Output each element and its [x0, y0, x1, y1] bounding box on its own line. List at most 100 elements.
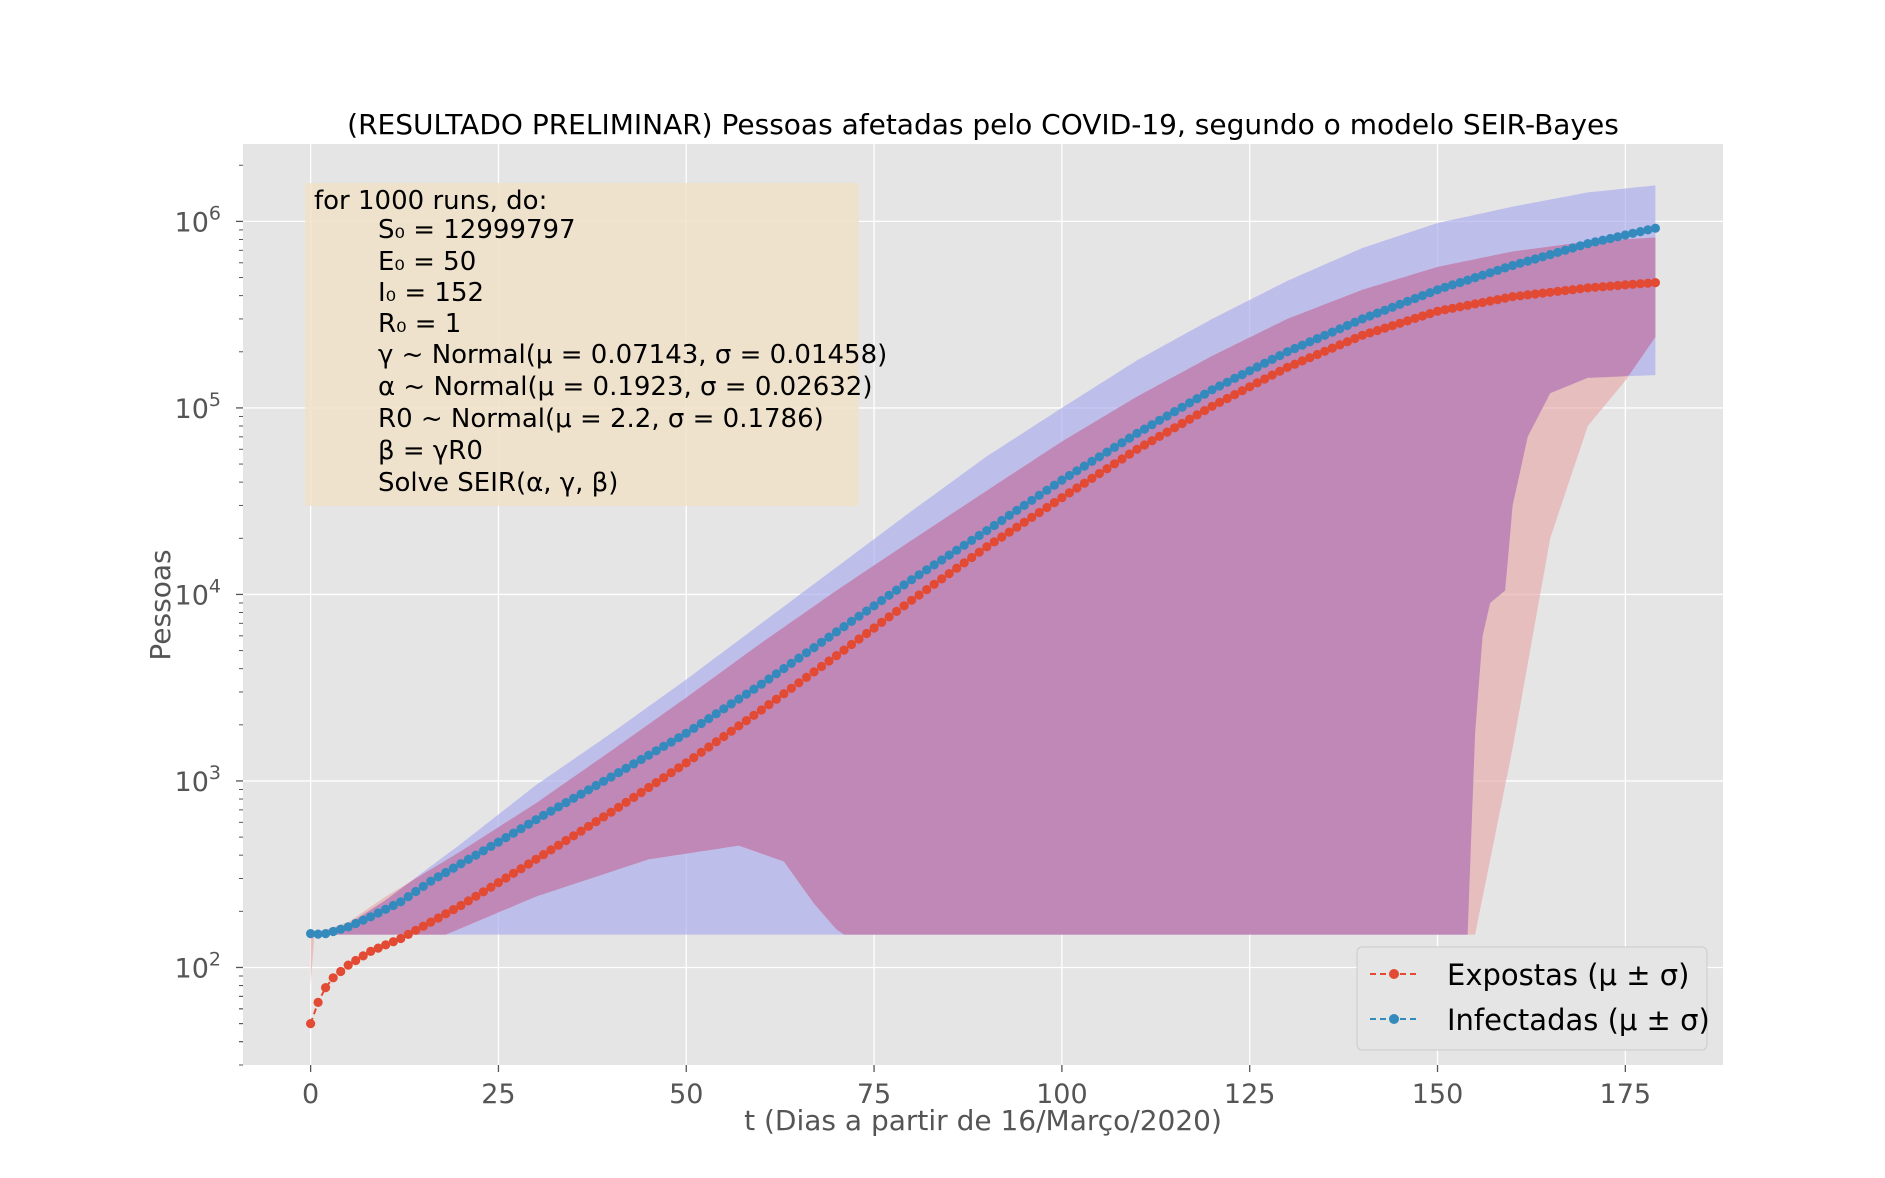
confidence-bands [310, 185, 1656, 986]
point-expostas [1583, 283, 1593, 293]
point-infectadas [426, 876, 436, 886]
point-infectadas [456, 859, 466, 869]
point-infectadas [1297, 340, 1307, 350]
point-expostas [1305, 353, 1315, 363]
point-expostas [1410, 313, 1420, 323]
y-tick-label: 104 [175, 575, 221, 611]
point-infectadas [336, 924, 346, 934]
point-expostas [471, 891, 481, 901]
textbox-line-s0: S₀ = 12999797 [378, 215, 576, 245]
point-expostas [696, 747, 706, 757]
point-infectadas [1538, 252, 1548, 262]
point-expostas [816, 661, 827, 672]
point-expostas [553, 840, 564, 850]
point-expostas [1034, 507, 1044, 518]
x-tick-label: 125 [1224, 1079, 1276, 1110]
point-expostas [1267, 370, 1277, 380]
point-expostas [771, 694, 782, 704]
point-expostas [321, 983, 331, 993]
point-infectadas [719, 704, 729, 714]
point-expostas [1012, 522, 1022, 532]
point-infectadas [1245, 366, 1255, 376]
point-infectadas [1012, 505, 1022, 515]
point-expostas [734, 721, 744, 731]
point-expostas [711, 737, 721, 747]
point-expostas [328, 973, 338, 983]
point-expostas [501, 873, 511, 883]
point-expostas [1072, 483, 1082, 493]
point-infectadas [831, 627, 842, 637]
legend-label-expostas: Expostas (μ ± σ) [1447, 958, 1689, 992]
point-expostas [1478, 297, 1488, 308]
point-infectadas [1650, 223, 1660, 233]
point-expostas [441, 909, 451, 919]
point-infectadas [1049, 480, 1059, 490]
point-infectadas [1613, 232, 1623, 242]
legend-box [1356, 946, 1708, 1051]
textbox-line-alpha: α ~ Normal(μ = 0.1923, σ = 0.02632) [378, 372, 872, 402]
point-expostas [1132, 444, 1142, 454]
point-infectadas [1357, 314, 1367, 324]
point-infectadas [937, 555, 947, 565]
textbox-line-i0: I₀ = 152 [378, 278, 484, 308]
point-expostas [831, 651, 842, 661]
point-expostas [974, 547, 984, 557]
point-infectadas [1560, 245, 1570, 255]
point-expostas [1605, 281, 1615, 291]
point-infectadas [749, 684, 759, 694]
point-infectadas [1485, 268, 1495, 278]
point-infectadas [869, 601, 879, 611]
point-infectadas [1530, 254, 1540, 264]
point-infectadas [1628, 228, 1638, 238]
point-expostas [907, 595, 917, 605]
point-infectadas [606, 772, 616, 782]
point-expostas [719, 731, 729, 742]
point-expostas [1124, 449, 1135, 459]
point-infectadas [553, 802, 564, 812]
point-infectadas [523, 819, 534, 829]
point-infectadas [1019, 500, 1029, 510]
point-expostas [1635, 279, 1645, 289]
point-expostas [764, 700, 774, 710]
point-infectadas [1177, 402, 1187, 412]
point-expostas [1530, 289, 1540, 299]
point-infectadas [1553, 247, 1563, 257]
axes: 0 25 50 75 100 125 150 175 102 103 104 105 106 [175, 164, 1652, 1110]
point-expostas [599, 812, 609, 822]
point-expostas [463, 896, 473, 906]
point-expostas [741, 716, 752, 726]
point-infectadas [839, 622, 849, 632]
point-infectadas [1470, 273, 1480, 283]
point-infectadas [704, 714, 714, 724]
point-infectadas [448, 863, 458, 873]
point-expostas [1282, 362, 1292, 372]
point-infectadas [1478, 270, 1488, 280]
point-infectadas [403, 892, 413, 902]
point-infectadas [1395, 299, 1405, 309]
point-infectadas [1410, 293, 1420, 304]
x-tick-label: 175 [1600, 1079, 1652, 1110]
point-infectadas [576, 789, 586, 799]
point-infectadas [614, 768, 624, 778]
point-infectadas [366, 912, 376, 922]
point-expostas [1290, 359, 1300, 369]
point-infectadas [944, 550, 954, 560]
point-infectadas [659, 741, 669, 752]
point-expostas [794, 678, 804, 688]
point-infectadas [1170, 407, 1180, 417]
point-expostas [884, 612, 894, 622]
point-expostas [944, 569, 954, 579]
point-infectadas [824, 632, 834, 642]
point-infectadas [584, 785, 594, 795]
point-expostas [1057, 493, 1067, 503]
point-infectadas [493, 837, 503, 847]
point-infectadas [358, 915, 368, 925]
point-expostas [1643, 278, 1653, 288]
point-expostas [388, 937, 398, 947]
point-expostas [606, 807, 616, 817]
point-infectadas [1215, 381, 1225, 391]
point-expostas [1185, 414, 1195, 424]
point-expostas [576, 826, 586, 836]
point-infectadas [418, 881, 428, 892]
point-infectadas [328, 926, 338, 937]
